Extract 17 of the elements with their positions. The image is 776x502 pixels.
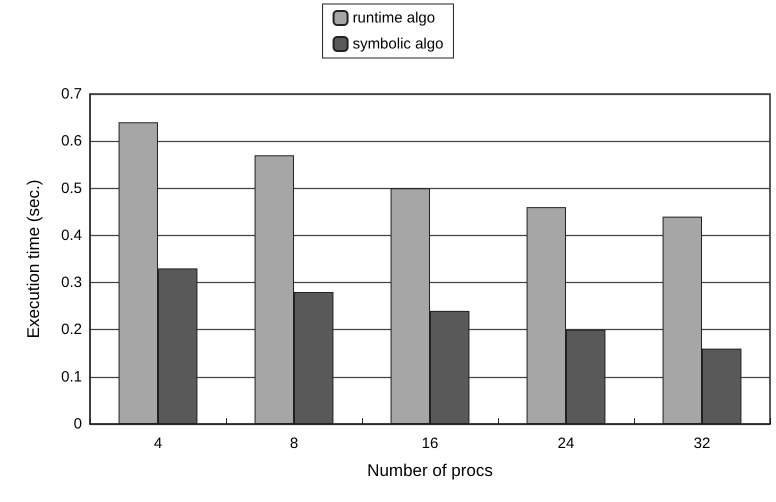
x-tick-label: 16 [422, 435, 438, 452]
x-tick-label: 8 [290, 435, 298, 452]
y-axis-title: Execution time (sec.) [24, 180, 43, 338]
x-tick-label: 24 [558, 435, 574, 452]
y-tick-label: 0.5 [61, 180, 82, 197]
y-tick-label: 0.6 [61, 132, 82, 150]
y-tick-label: 0.7 [61, 86, 82, 102]
x-tick-label: 4 [154, 435, 162, 452]
legend-label: runtime algo [352, 10, 436, 26]
y-tick-label: 0.4 [61, 226, 82, 244]
x-tick-label: 32 [694, 435, 710, 452]
x-axis-title: Number of procs [367, 461, 493, 480]
legend-label: symbolic algo [352, 36, 444, 52]
y-tick-label: 0 [74, 416, 82, 432]
y-tick-label: 0.3 [61, 274, 82, 292]
y-tick-label: 0.1 [61, 368, 82, 386]
y-tick-label: 0.2 [61, 321, 82, 338]
